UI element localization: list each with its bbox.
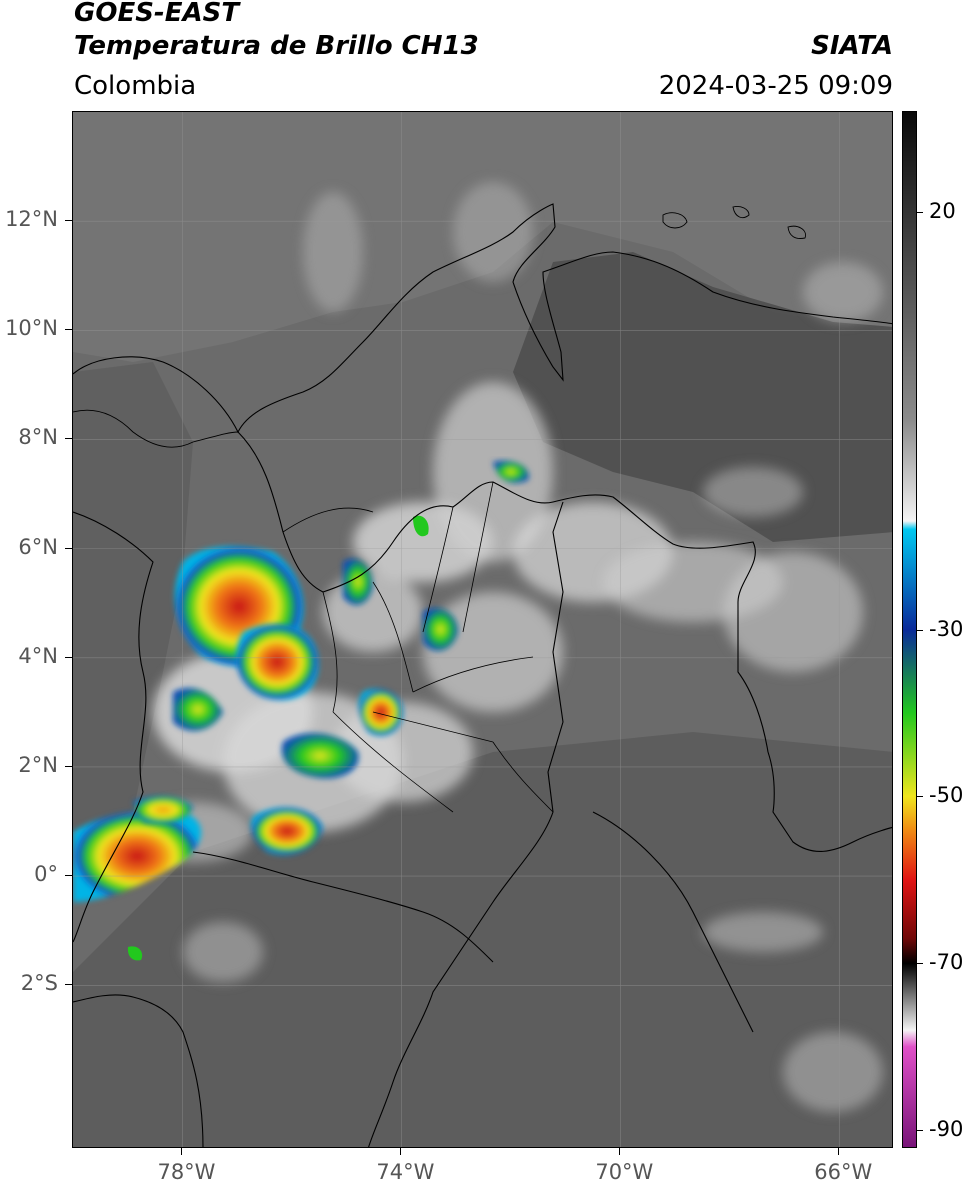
lon-tick-mark: [619, 1148, 621, 1155]
venezuela-region: [513, 252, 892, 542]
colorbar-fill: [903, 112, 916, 1147]
colorbar-tick-mark: [917, 1130, 923, 1132]
lon-tick-label: 74°W: [376, 1160, 435, 1184]
curacao-island: [732, 206, 750, 219]
lat-tick-label: 2°S: [20, 971, 58, 996]
graticule: [73, 112, 892, 1147]
satellite-map[interactable]: [72, 111, 893, 1148]
ecuador-border: [73, 994, 204, 1147]
lat-tick-mark: [65, 656, 72, 658]
lat-tick-label: 2°N: [18, 752, 58, 777]
lat-tick-mark: [65, 220, 72, 222]
lat-tick-label: 8°N: [18, 425, 58, 450]
colorbar-tick-label: 20: [929, 199, 956, 224]
lon-tick-label: 70°W: [595, 1160, 654, 1184]
colorbar-tick-label: -70: [929, 950, 964, 975]
product-title: Temperatura de Brillo CH13: [74, 31, 479, 61]
caribbean-coastline: [73, 203, 892, 434]
lat-tick-label: 4°N: [18, 643, 58, 668]
ecuador-peru-border: [192, 851, 494, 963]
lon-tick-mark: [181, 1148, 183, 1155]
organization-label: SIATA: [811, 31, 893, 61]
colorbar-gradient: [903, 112, 916, 1147]
colorbar-tick-mark: [917, 629, 923, 631]
satellite-title: GOES-EAST: [74, 0, 240, 28]
lat-tick-mark: [65, 438, 72, 440]
panama-coast: [73, 409, 239, 448]
colorbar-tick-mark: [917, 796, 923, 798]
colorbar-tick-mark: [917, 212, 923, 214]
colombia-venezuela-border: [237, 431, 892, 853]
aruba-island: [662, 212, 688, 229]
bonaire-island: [787, 225, 806, 239]
lat-tick-label: 12°N: [5, 207, 58, 232]
lat-tick-mark: [65, 984, 72, 986]
brazil-border: [592, 811, 754, 1033]
map-canvas: [73, 112, 892, 1147]
lon-tick-label: 78°W: [157, 1160, 216, 1184]
lon-tick-mark: [400, 1148, 402, 1155]
department-borders: [282, 481, 554, 813]
pacific-region: [73, 362, 193, 832]
lon-tick-mark: [838, 1148, 840, 1155]
colorbar-tick-label: -90: [929, 1117, 964, 1142]
lat-tick-mark: [65, 547, 72, 549]
coastlines-and-borders: [73, 203, 892, 1147]
colombia-southern-border: [368, 501, 564, 1147]
colorbar: [902, 111, 917, 1148]
colorbar-tick-label: -30: [929, 616, 964, 641]
lat-tick-label: 0°: [34, 862, 58, 887]
timestamp-label: 2024-03-25 09:09: [658, 71, 893, 101]
lat-tick-mark: [65, 875, 72, 877]
convective-cells: [73, 460, 529, 961]
lat-tick-mark: [65, 765, 72, 767]
region-label: Colombia: [74, 71, 197, 101]
pacific-coastline: [73, 511, 154, 943]
colorbar-tick-mark: [917, 963, 923, 965]
lon-tick-label: 66°W: [814, 1160, 873, 1184]
lat-tick-mark: [65, 329, 72, 331]
lat-tick-label: 6°N: [18, 534, 58, 559]
colorbar-tick-label: -50: [929, 783, 964, 808]
lat-tick-label: 10°N: [5, 316, 58, 341]
